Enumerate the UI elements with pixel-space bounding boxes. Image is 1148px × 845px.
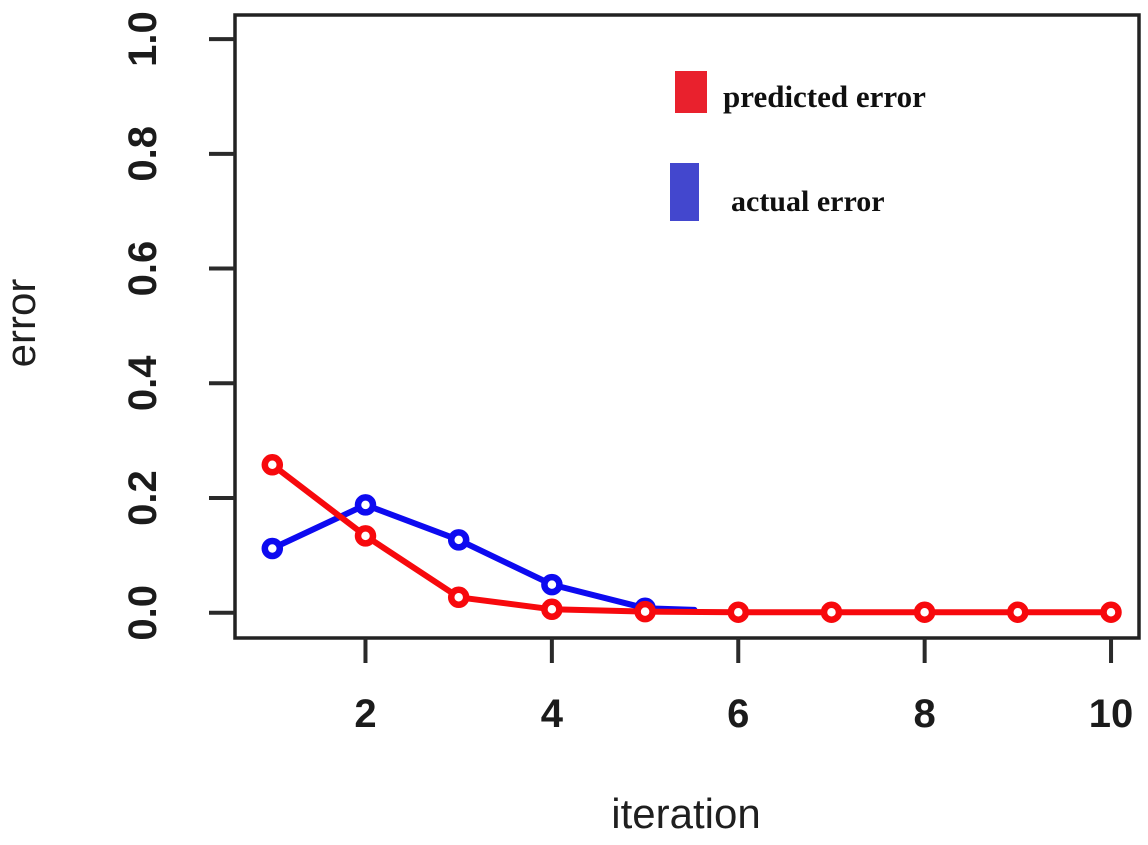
data-point-actual-error bbox=[261, 537, 284, 560]
y-tick-label: 1.0 bbox=[121, 11, 165, 67]
data-point-predicted-error bbox=[541, 598, 563, 621]
x-tick-label: 2 bbox=[354, 692, 376, 736]
y-tick-label: 0.0 bbox=[121, 585, 165, 641]
series-line-actual-error bbox=[269, 501, 698, 613]
x-tick-label: 4 bbox=[541, 692, 564, 736]
x-tick-label: 8 bbox=[914, 692, 936, 736]
data-point-predicted-error bbox=[1007, 601, 1029, 623]
legend-swatch-predicted-error bbox=[675, 71, 707, 113]
series-line-predicted-error bbox=[269, 461, 1114, 616]
y-tick-label: 0.8 bbox=[121, 126, 165, 182]
y-tick-label: 0.4 bbox=[121, 355, 165, 411]
x-tick-label: 6 bbox=[727, 692, 749, 736]
legend-swatch-actual-error bbox=[670, 163, 699, 221]
data-point-predicted-error bbox=[820, 601, 843, 623]
x-tick-label: 10 bbox=[1089, 692, 1134, 736]
x-axis-title: iteration bbox=[611, 790, 761, 837]
data-point-predicted-error bbox=[1100, 601, 1122, 623]
data-point-predicted-error bbox=[634, 600, 656, 623]
y-axis-title: error bbox=[0, 278, 44, 368]
data-point-predicted-error bbox=[913, 601, 936, 623]
y-tick-label: 0.2 bbox=[121, 470, 165, 526]
data-point-predicted-error bbox=[354, 525, 377, 547]
legend-label-actual-error: actual error bbox=[731, 185, 885, 218]
plot-border bbox=[233, 13, 1141, 640]
data-point-predicted-error bbox=[447, 586, 470, 609]
data-point-predicted-error bbox=[261, 454, 284, 476]
y-tick-label: 0.6 bbox=[121, 241, 165, 297]
data-point-actual-error bbox=[354, 494, 377, 516]
data-point-actual-error bbox=[447, 529, 470, 551]
legend-label-predicted-error: predicted error bbox=[723, 79, 926, 114]
data-point-predicted-error bbox=[727, 601, 750, 623]
data-point-actual-error bbox=[541, 573, 563, 596]
